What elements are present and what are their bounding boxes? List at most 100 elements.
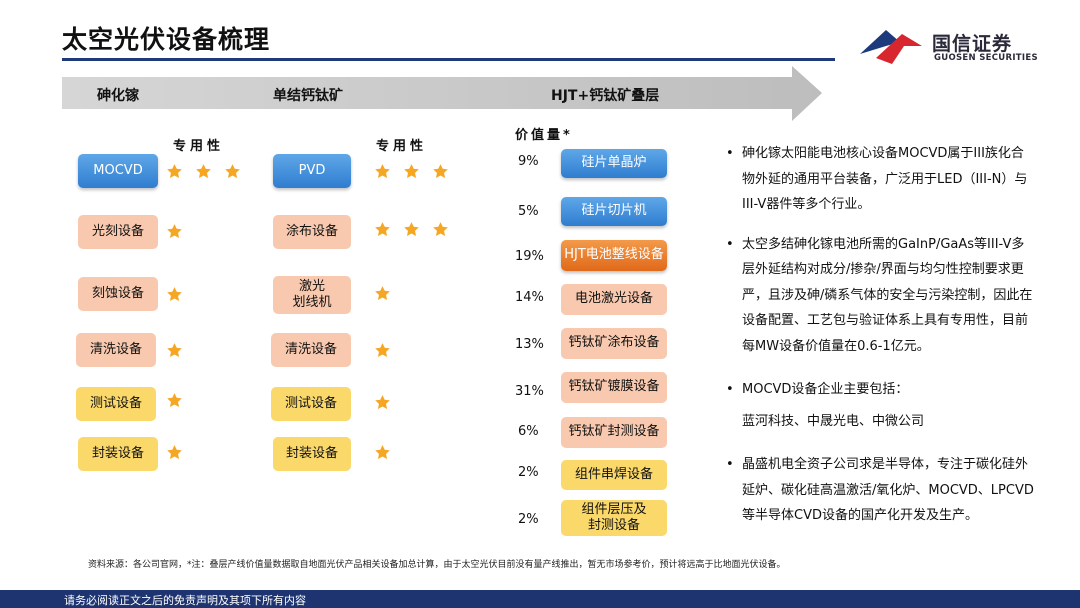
- note-text: 晶盛机电全资子公司求是半导体，专注于碳化硅外延炉、碳化硅高温激活/氧化炉、MOC…: [742, 457, 1034, 523]
- equip-label: 测试设备: [89, 395, 142, 411]
- equip-item: MOCVD: [78, 154, 158, 188]
- star-icon: [375, 343, 390, 357]
- value-share: 31%: [515, 384, 544, 399]
- star-icon: [375, 222, 390, 236]
- star-icon: [404, 164, 419, 178]
- star-icon: [404, 222, 419, 236]
- note-item: • 砷化镓太阳能电池核心设备MOCVD属于III族化合物外延的通用平台装备，广泛…: [726, 141, 1036, 218]
- equip-label-line2: 封测设备: [587, 518, 640, 533]
- equip-item: 钙钛矿涂布设备: [561, 328, 667, 359]
- equip-item: 电池激光设备: [561, 284, 667, 315]
- equip-label: 硅片切片机: [581, 203, 647, 219]
- value-share: 9%: [518, 154, 539, 169]
- value-share: 6%: [518, 424, 539, 439]
- equip-label: 封装设备: [285, 445, 338, 461]
- star-icon: [167, 445, 182, 459]
- disclaimer-text: 请务必阅读正文之后的免责声明及其项下所有内容: [64, 594, 306, 607]
- logo-name-cn: 国信证券: [932, 33, 1013, 55]
- equip-item: HJT电池整线设备: [561, 240, 667, 271]
- value-share: 2%: [518, 465, 539, 480]
- footer-bar: [0, 590, 1080, 608]
- logo-name-en: GUOSEN SECURITIES: [934, 53, 1038, 63]
- star-icon: [375, 445, 390, 459]
- equip-item: 涂布设备: [273, 215, 351, 249]
- arrow-label-gaas: 砷化镓: [97, 88, 139, 104]
- note-text: 砷化镓太阳能电池核心设备MOCVD属于III族化合物外延的通用平台装备，广泛用于…: [742, 146, 1028, 212]
- col2-header: 专用性: [376, 139, 428, 154]
- page-title: 太空光伏设备梳理: [62, 25, 271, 54]
- col3-header: 价值量*: [515, 128, 573, 143]
- equip-item: PVD: [273, 154, 351, 188]
- equip-label: HJT电池整线设备: [564, 247, 664, 263]
- equip-item: 测试设备: [271, 387, 351, 421]
- equip-label: 硅片单晶炉: [581, 155, 647, 171]
- star-icon: [196, 164, 211, 178]
- equip-label: 封装设备: [91, 445, 144, 461]
- equip-item: 测试设备: [76, 387, 156, 421]
- star-icon: [375, 164, 390, 178]
- equip-label: 钙钛矿封测设备: [568, 424, 660, 440]
- arrow-label-perovskite: 单结钙钛矿: [273, 88, 343, 104]
- equip-item: 封装设备: [273, 437, 351, 471]
- equip-item: 钙钛矿封测设备: [561, 417, 667, 448]
- equip-item: 组件层压及 封测设备: [561, 500, 667, 536]
- equip-label: 测试设备: [284, 395, 337, 411]
- bullet-dot: •: [726, 146, 734, 161]
- equip-item: 组件串焊设备: [561, 460, 667, 490]
- equip-item: 硅片单晶炉: [561, 149, 667, 178]
- guosen-logo-icon: [860, 30, 922, 64]
- note-text: 太空多结砷化镓电池所需的GaInP/GaAs等III-V多层外延结构对成分/掺杂…: [742, 236, 1033, 354]
- col1-header: 专用性: [173, 139, 225, 154]
- bullet-dot: •: [726, 236, 734, 252]
- star-icon: [167, 224, 182, 238]
- title-underline: [62, 58, 835, 61]
- equip-label-line2: 划线机: [292, 295, 332, 310]
- bullet-dot: •: [726, 457, 734, 472]
- star-icon: [375, 286, 390, 300]
- note-text: MOCVD设备企业主要包括：: [742, 382, 909, 397]
- source-note: 资料来源：各公司官网，*注：叠层产线价值量数据取自地面光伏产品相关设备加总计算，…: [88, 560, 786, 570]
- equip-label: 清洗设备: [89, 341, 142, 357]
- notes-panel: • 砷化镓太阳能电池核心设备MOCVD属于III族化合物外延的通用平台装备，广泛…: [726, 141, 1036, 543]
- equip-item: 钙钛矿镀膜设备: [561, 372, 667, 403]
- equip-label: 组件串焊设备: [574, 466, 653, 482]
- star-icon: [167, 287, 182, 301]
- equip-label: 电池激光设备: [574, 291, 653, 307]
- equip-item: 激光 划线机: [273, 276, 351, 314]
- equip-label: 刻蚀设备: [91, 285, 144, 301]
- equip-label: 钙钛矿镀膜设备: [568, 379, 660, 395]
- value-share: 19%: [515, 249, 544, 264]
- note-subtext: 蓝河科技、中晟光电、中微公司: [742, 413, 925, 429]
- star-icon: [375, 395, 390, 409]
- equip-label: MOCVD: [93, 162, 143, 178]
- equip-label-line1: 组件层压及: [581, 501, 647, 517]
- equip-item: 封装设备: [78, 437, 158, 471]
- value-share: 14%: [515, 290, 544, 305]
- arrow-label-hjt-tandem: HJT+钙钛矿叠层: [551, 88, 660, 104]
- star-icon: [167, 164, 182, 178]
- value-share: 2%: [518, 512, 539, 527]
- equip-label: PVD: [298, 162, 326, 178]
- equip-item: 硅片切片机: [561, 197, 667, 226]
- equip-item: 清洗设备: [271, 333, 351, 367]
- star-icon: [167, 343, 182, 357]
- equip-label: 钙钛矿涂布设备: [568, 335, 660, 351]
- note-item: • MOCVD设备企业主要包括： 蓝河科技、中晟光电、中微公司: [726, 377, 1036, 434]
- value-share: 13%: [515, 337, 544, 352]
- equip-label: 清洗设备: [284, 341, 337, 357]
- equip-item: 光刻设备: [78, 215, 158, 249]
- category-arrow: [62, 66, 822, 121]
- value-share: 5%: [518, 204, 539, 219]
- equip-label: 涂布设备: [285, 223, 338, 239]
- star-icon: [433, 164, 448, 178]
- bullet-dot: •: [726, 382, 734, 397]
- star-icon: [433, 222, 448, 236]
- equip-label-line1: 激光: [298, 278, 325, 294]
- note-item: • 晶盛机电全资子公司求是半导体，专注于碳化硅外延炉、碳化硅高温激活/氧化炉、M…: [726, 452, 1036, 529]
- equip-item: 清洗设备: [76, 333, 156, 367]
- note-item: • 太空多结砷化镓电池所需的GaInP/GaAs等III-V多层外延结构对成分/…: [726, 232, 1036, 360]
- star-icon: [225, 164, 240, 178]
- star-icon: [167, 393, 182, 407]
- equip-item: 刻蚀设备: [78, 277, 158, 311]
- equip-label: 光刻设备: [91, 223, 144, 239]
